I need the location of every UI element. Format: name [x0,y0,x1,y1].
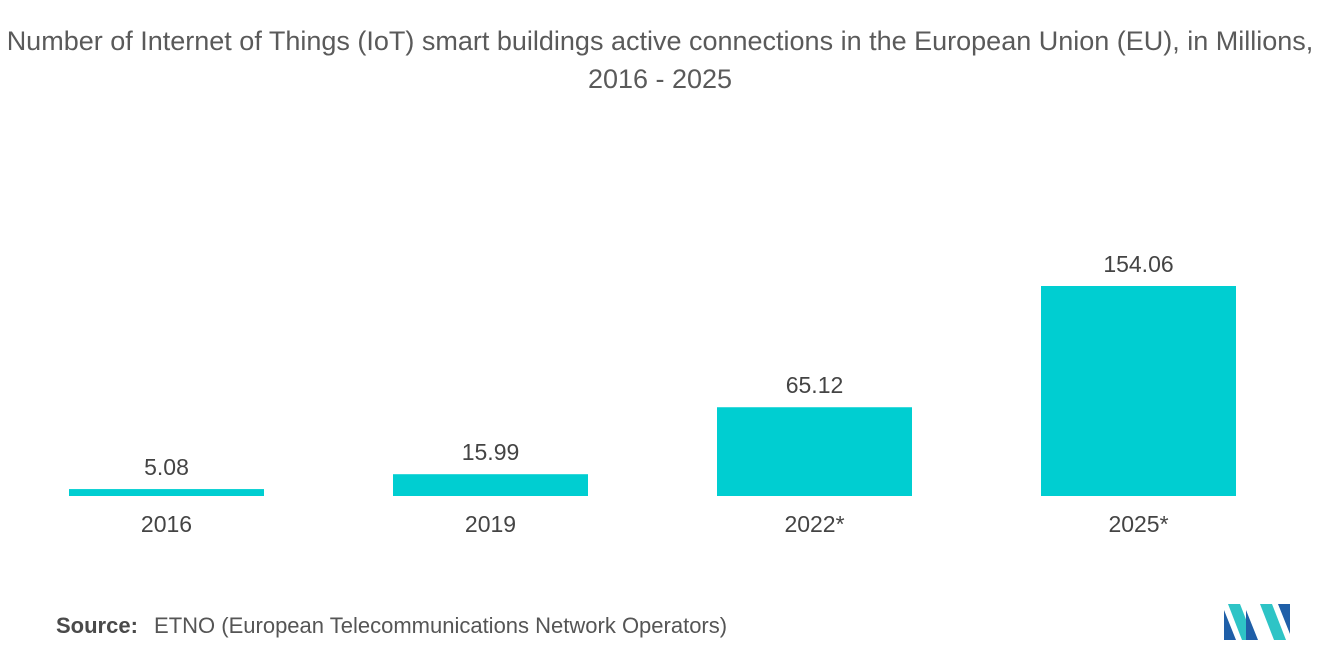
source-label: Source: [56,613,138,638]
mordor-intelligence-logo-icon [1224,604,1290,640]
category-label: 2022* [784,511,844,537]
value-label: 15.99 [462,439,520,465]
category-label: 2016 [141,511,192,537]
source-text: ETNO (European Telecommunications Networ… [154,613,728,638]
value-label: 65.12 [786,372,844,398]
category-labels-layer: 2016 2019 2022* 2025* [141,511,1169,537]
bar-2016 [69,489,264,496]
chart-title: Number of Internet of Things (IoT) smart… [6,26,1314,94]
bar-2022 [717,407,912,496]
category-label: 2019 [465,511,516,537]
bars-layer [69,286,1236,496]
bar-chart: 5.08 15.99 65.12 154.06 2016 2019 2022* 2025* [69,251,1236,537]
value-label: 5.08 [144,454,189,480]
bar-2025 [1041,286,1236,496]
value-labels-layer: 5.08 15.99 65.12 154.06 [144,251,1174,480]
bar-2019 [393,474,588,496]
category-label: 2025* [1108,511,1168,537]
value-label: 154.06 [1103,251,1173,277]
source-note: Source: ETNO (European Telecommunication… [56,613,727,639]
